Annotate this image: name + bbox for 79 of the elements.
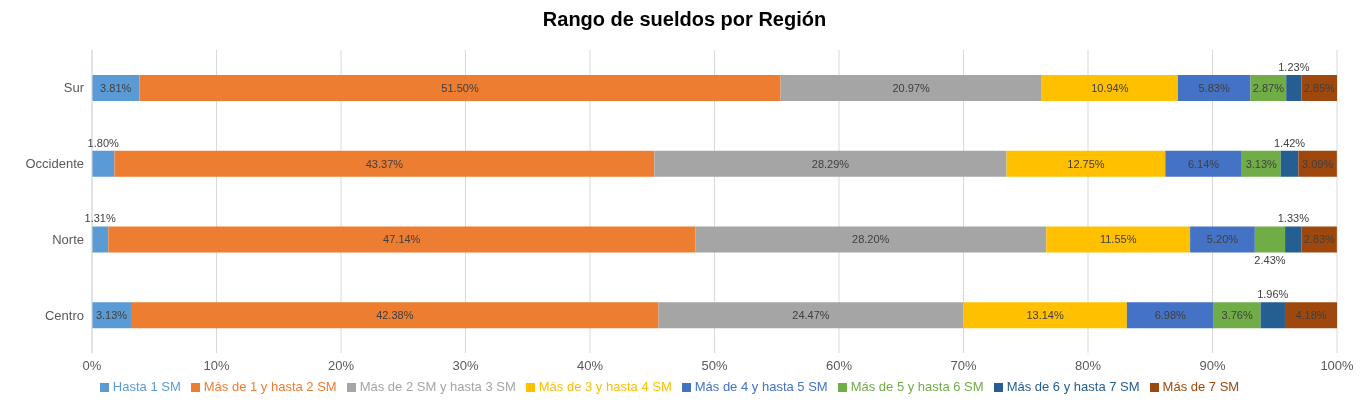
- bar: [1254, 226, 1286, 253]
- data-label: 10.94%: [1091, 82, 1129, 94]
- x-tick-label: 20%: [327, 358, 355, 374]
- x-tick-label: 90%: [1199, 358, 1226, 374]
- data-label: 42.38%: [376, 309, 414, 322]
- x-tick-label: 10%: [203, 358, 230, 374]
- data-label: 3.76%: [1221, 309, 1253, 322]
- data-label: 1.23%: [1278, 61, 1310, 73]
- bar: [1126, 302, 1214, 329]
- data-label: 3.13%: [1245, 157, 1278, 170]
- legend-label: Más de 3 y hasta 4 SM: [538, 379, 672, 394]
- legend-label: Más de 2 SM y hasta 3 SM: [359, 379, 516, 394]
- legend-label: Más de 7 SM: [1162, 379, 1240, 394]
- bar: [963, 302, 1127, 329]
- y-tick-label: Occidente: [25, 156, 84, 172]
- x-tick-label: 50%: [701, 358, 728, 374]
- data-label: 6.14%: [1187, 157, 1220, 170]
- x-tick-label: 100%: [1320, 358, 1355, 374]
- bar: [1285, 226, 1302, 253]
- data-label: 13.14%: [1026, 309, 1064, 322]
- data-label: 2.85%: [1303, 82, 1336, 94]
- bar: [114, 150, 655, 177]
- data-label: 6.98%: [1154, 309, 1187, 322]
- bar: [1177, 75, 1251, 101]
- x-tick-label: 80%: [1074, 358, 1102, 374]
- legend-label: Hasta 1 SM: [112, 379, 181, 394]
- data-label: 3.09%: [1302, 157, 1334, 170]
- bar: [1286, 75, 1302, 101]
- bar: [130, 302, 659, 329]
- data-label: 2.83%: [1303, 233, 1336, 246]
- data-label: 51.50%: [441, 82, 479, 94]
- data-label: 3.13%: [95, 309, 128, 322]
- data-label: 1.33%: [1277, 212, 1310, 225]
- legend-label: Más de 4 y hasta 5 SM: [694, 379, 828, 394]
- data-label: 43.37%: [365, 157, 404, 170]
- data-label: 11.55%: [1099, 233, 1137, 246]
- data-label: 1.80%: [87, 136, 120, 149]
- bar: [780, 75, 1042, 101]
- bar: [654, 150, 1007, 177]
- bar: [658, 302, 964, 329]
- chart-title: Rango de sueldos por Región: [541, 8, 828, 32]
- x-tick-label: 40%: [576, 358, 604, 374]
- legend-label: Más de 1 y hasta 2 SM: [203, 379, 337, 394]
- data-label: 47.14%: [383, 233, 421, 246]
- bar: [1280, 150, 1299, 177]
- data-label: 2.87%: [1252, 82, 1285, 94]
- bar: [1046, 226, 1191, 253]
- data-label: 28.29%: [811, 157, 850, 170]
- data-label: 24.47%: [792, 309, 830, 322]
- bar: [695, 226, 1047, 253]
- y-tick-label: Sur: [63, 80, 85, 96]
- legend-label: Más de 5 y hasta 6 SM: [850, 379, 984, 394]
- x-tick-label: 30%: [452, 358, 479, 374]
- data-label: 20.97%: [892, 82, 931, 94]
- bar: [92, 226, 109, 253]
- x-tick-label: 0%: [82, 358, 102, 374]
- bar: [1190, 226, 1255, 253]
- bar: [139, 75, 781, 101]
- bar: [1260, 302, 1285, 329]
- data-label: 5.20%: [1206, 233, 1239, 246]
- data-label: 4.18%: [1295, 309, 1327, 322]
- data-label: 5.83%: [1198, 82, 1230, 94]
- bar: [108, 226, 696, 253]
- bar: [92, 150, 115, 177]
- data-label: 3.81%: [100, 82, 132, 94]
- bar: [1006, 150, 1166, 177]
- bar: [1165, 150, 1242, 177]
- data-label: 1.96%: [1257, 288, 1289, 301]
- data-label: 12.75%: [1067, 157, 1105, 170]
- data-label: 1.42%: [1273, 136, 1306, 149]
- x-tick-label: 70%: [950, 358, 977, 374]
- bar: [1041, 75, 1178, 101]
- data-label: 28.20%: [852, 233, 890, 246]
- y-tick-label: Norte: [52, 231, 84, 247]
- y-tick-label: Centro: [44, 307, 84, 323]
- legend-label: Más de 6 y hasta 7 SM: [1006, 379, 1140, 394]
- data-label: 2.43%: [1254, 254, 1286, 267]
- data-label: 1.31%: [84, 212, 116, 225]
- x-tick-label: 60%: [825, 358, 853, 374]
